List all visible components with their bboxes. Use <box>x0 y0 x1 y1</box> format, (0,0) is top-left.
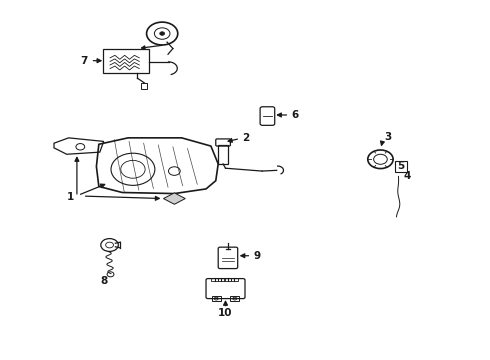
Text: 2: 2 <box>243 133 250 143</box>
Bar <box>141 83 147 89</box>
Bar <box>212 296 220 301</box>
Bar <box>211 278 218 282</box>
Text: 7: 7 <box>81 56 88 66</box>
Text: 5: 5 <box>397 161 404 171</box>
Polygon shape <box>164 193 185 204</box>
Text: 6: 6 <box>292 110 299 120</box>
Text: 8: 8 <box>100 276 107 286</box>
Bar <box>224 278 231 282</box>
Bar <box>218 278 225 282</box>
Bar <box>103 49 149 73</box>
Text: 3: 3 <box>384 132 392 142</box>
Bar <box>230 296 239 301</box>
Text: 9: 9 <box>254 251 261 261</box>
Text: 4: 4 <box>404 171 411 181</box>
Bar <box>218 145 228 164</box>
Bar <box>231 278 238 282</box>
Text: 1: 1 <box>67 192 74 202</box>
Circle shape <box>160 32 165 35</box>
Text: 10: 10 <box>218 308 233 318</box>
Bar <box>395 161 407 172</box>
